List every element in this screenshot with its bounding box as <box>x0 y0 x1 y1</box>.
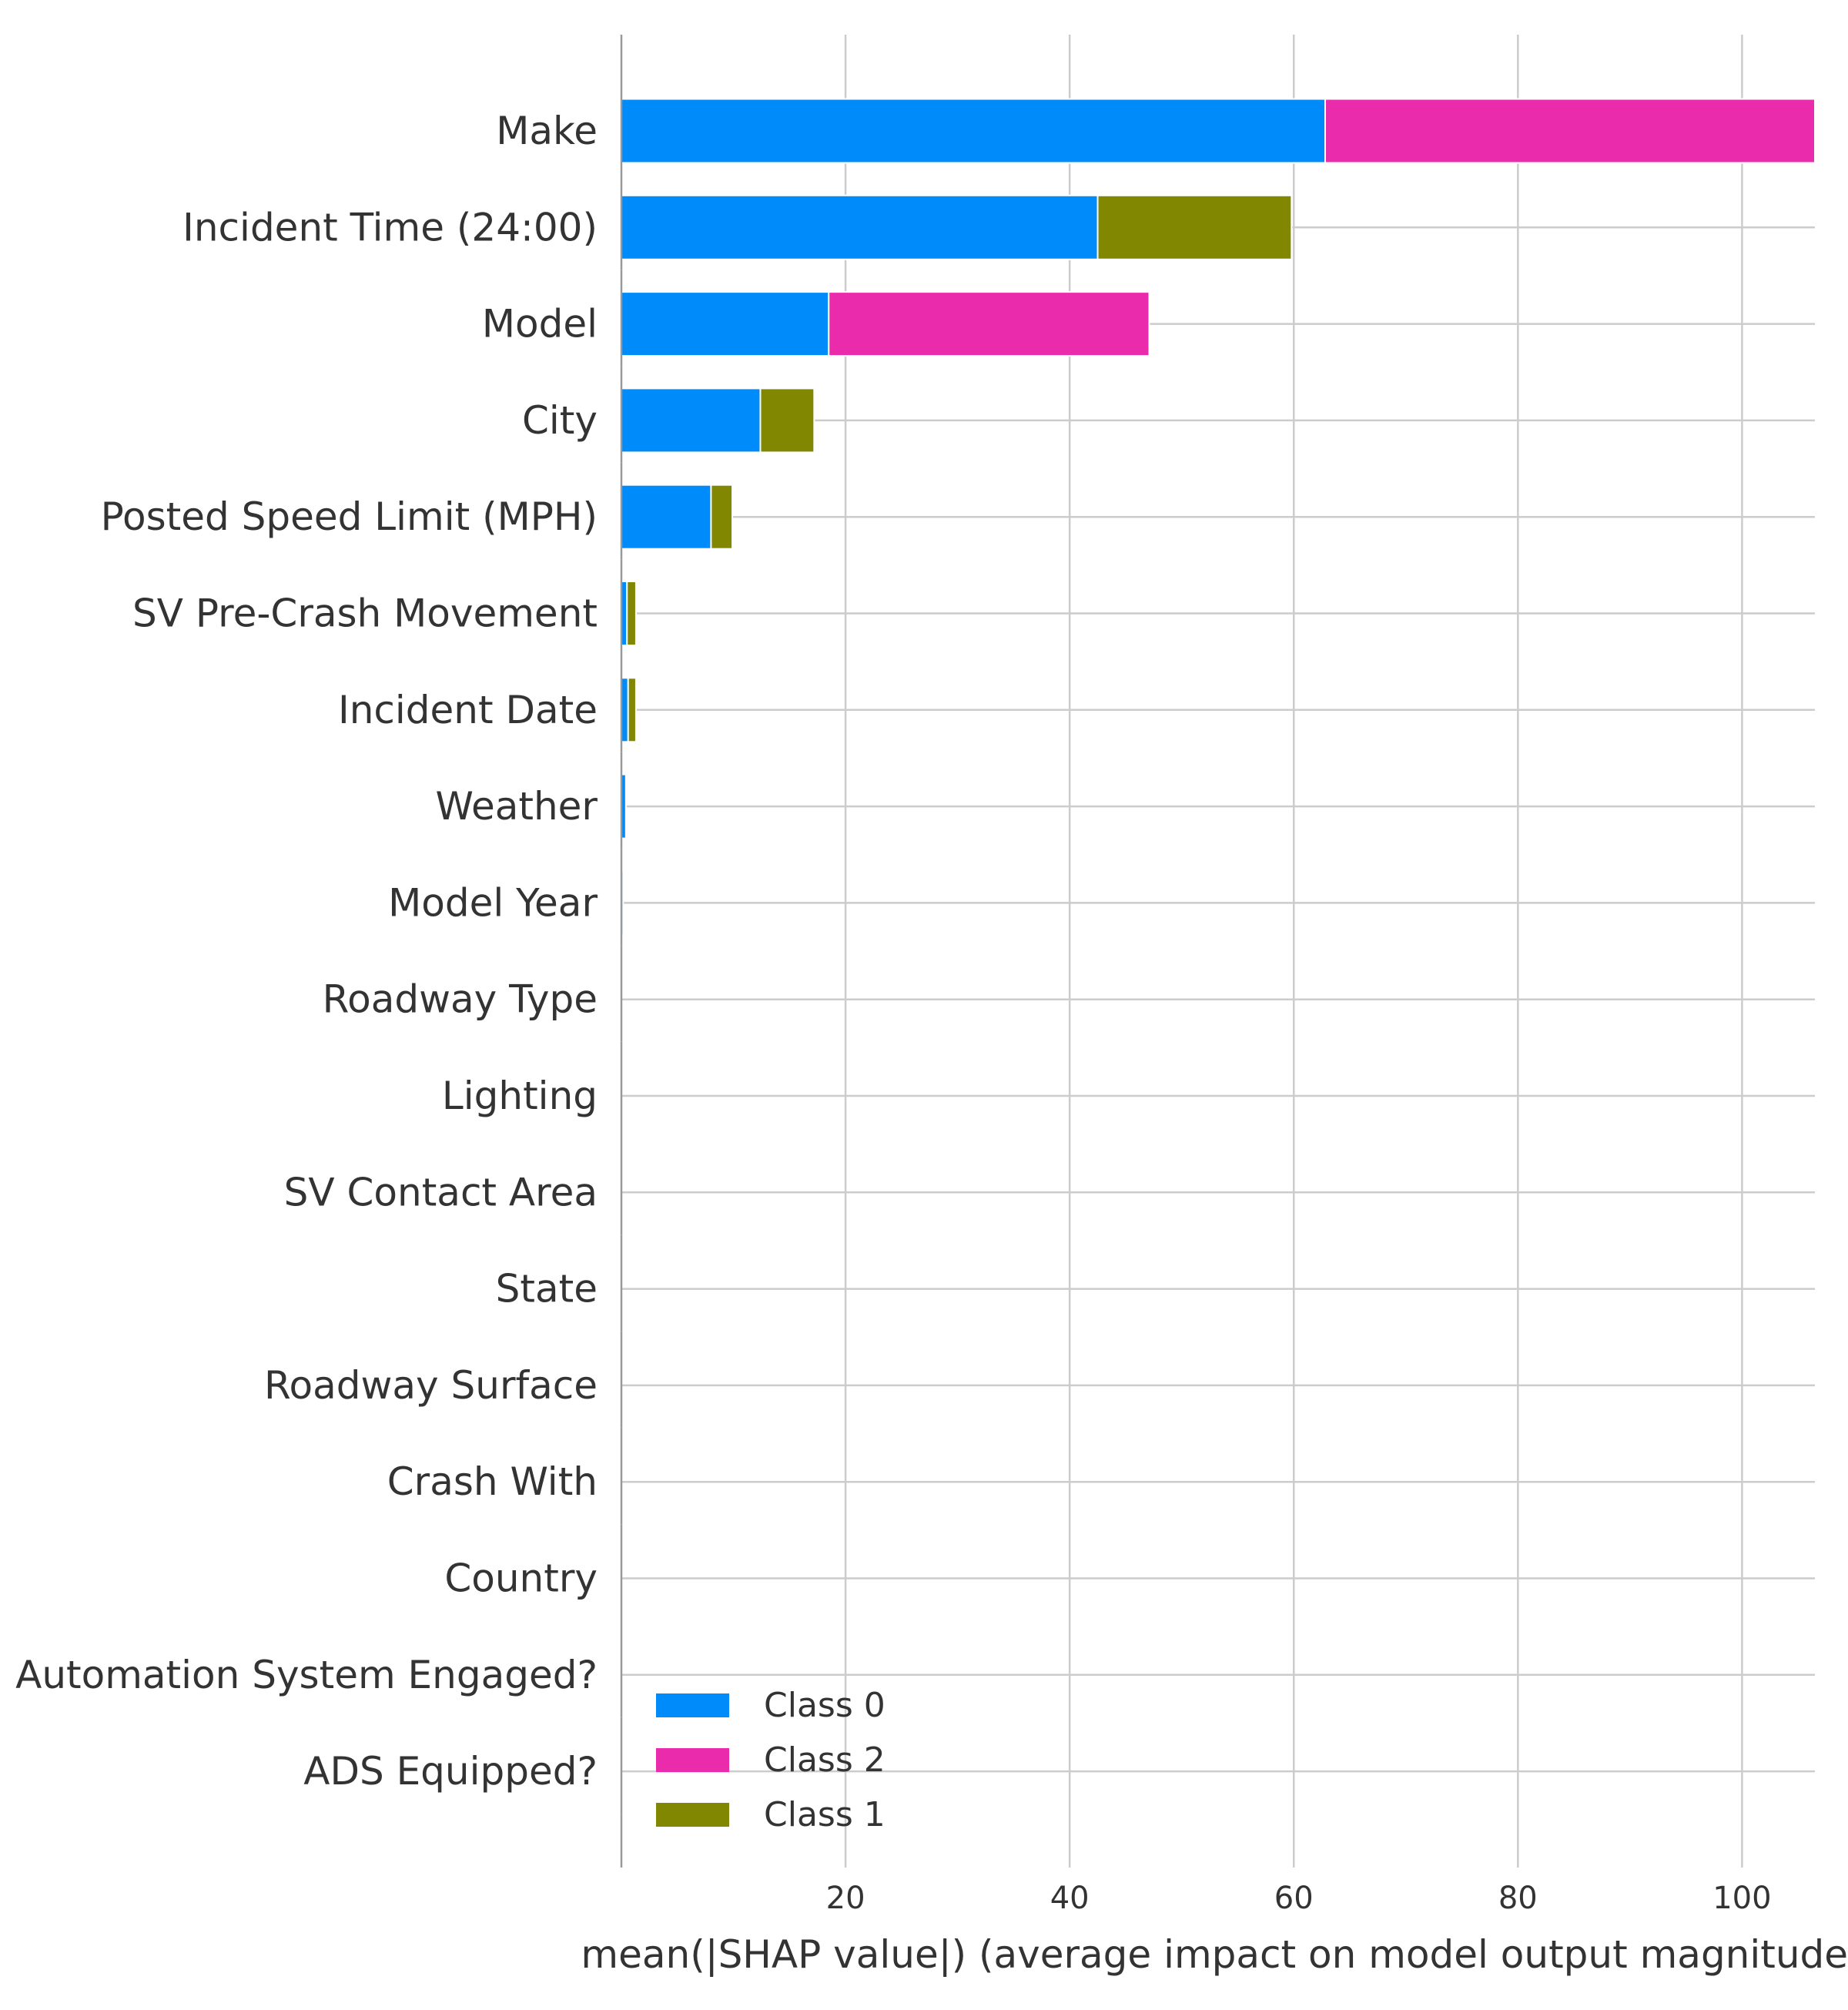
bar-class-1-5 <box>626 581 637 646</box>
bar-class-0-2 <box>621 291 830 357</box>
bar-class-1-3 <box>759 387 815 454</box>
x-tick-label-2: 60 <box>1274 1881 1314 1916</box>
feature-labels: Make Incident Time (24:00) Model City Posted… <box>15 109 598 1794</box>
feature-label-17: ADS Equipped? <box>303 1749 598 1794</box>
legend-label-1: Class 2 <box>764 1740 886 1780</box>
axes: 20 40 60 80 100 <box>620 35 1772 1916</box>
feature-label-2: Model <box>482 302 598 347</box>
feature-label-14: Crash With <box>387 1459 598 1504</box>
bar-class-0-6 <box>621 677 629 743</box>
legend-label-0: Class 0 <box>764 1686 886 1725</box>
x-tick-label-3: 80 <box>1498 1881 1538 1916</box>
feature-label-13: Roadway Surface <box>264 1363 598 1408</box>
feature-label-10: Lighting <box>442 1074 598 1118</box>
bar-class-0-3 <box>621 387 762 454</box>
feature-label-5: SV Pre-Crash Movement <box>132 591 598 636</box>
bar-class-2-0 <box>1324 98 1816 164</box>
legend: Class 0 Class 2 Class 1 <box>656 1686 886 1834</box>
feature-label-3: City <box>522 398 598 443</box>
x-tick-label-1: 40 <box>1050 1881 1090 1916</box>
x-axis-title: mean(|SHAP value|) (average impact on mo… <box>581 1932 1848 1977</box>
feature-label-9: Roadway Type <box>323 977 598 1022</box>
feature-label-8: Model Year <box>388 880 598 925</box>
feature-label-0: Make <box>496 109 598 153</box>
legend-swatch-0 <box>656 1693 729 1717</box>
x-tick-label-0: 20 <box>826 1881 865 1916</box>
bar-class-2-2 <box>828 291 1150 357</box>
bar-class-1-4 <box>710 484 734 550</box>
bar-class-0-0 <box>621 98 1326 164</box>
feature-label-7: Weather <box>435 784 598 829</box>
bar-class-0-4 <box>621 484 712 550</box>
bar-class-0-1 <box>621 194 1099 260</box>
x-tick-label-4: 100 <box>1712 1881 1771 1916</box>
legend-swatch-2 <box>656 1803 729 1827</box>
feature-label-11: SV Contact Area <box>284 1170 598 1214</box>
legend-swatch-1 <box>656 1748 729 1772</box>
feature-label-15: Country <box>444 1556 598 1601</box>
bar-class-1-6 <box>627 677 637 743</box>
feature-label-4: Posted Speed Limit (MPH) <box>101 494 598 539</box>
feature-label-6: Incident Date <box>338 688 598 732</box>
bars <box>621 98 1816 936</box>
feature-label-12: State <box>496 1267 598 1312</box>
feature-label-16: Automation System Engaged? <box>15 1653 598 1697</box>
feature-label-1: Incident Time (24:00) <box>182 205 598 250</box>
bar-class-1-1 <box>1096 194 1293 260</box>
legend-label-2: Class 1 <box>764 1795 886 1834</box>
